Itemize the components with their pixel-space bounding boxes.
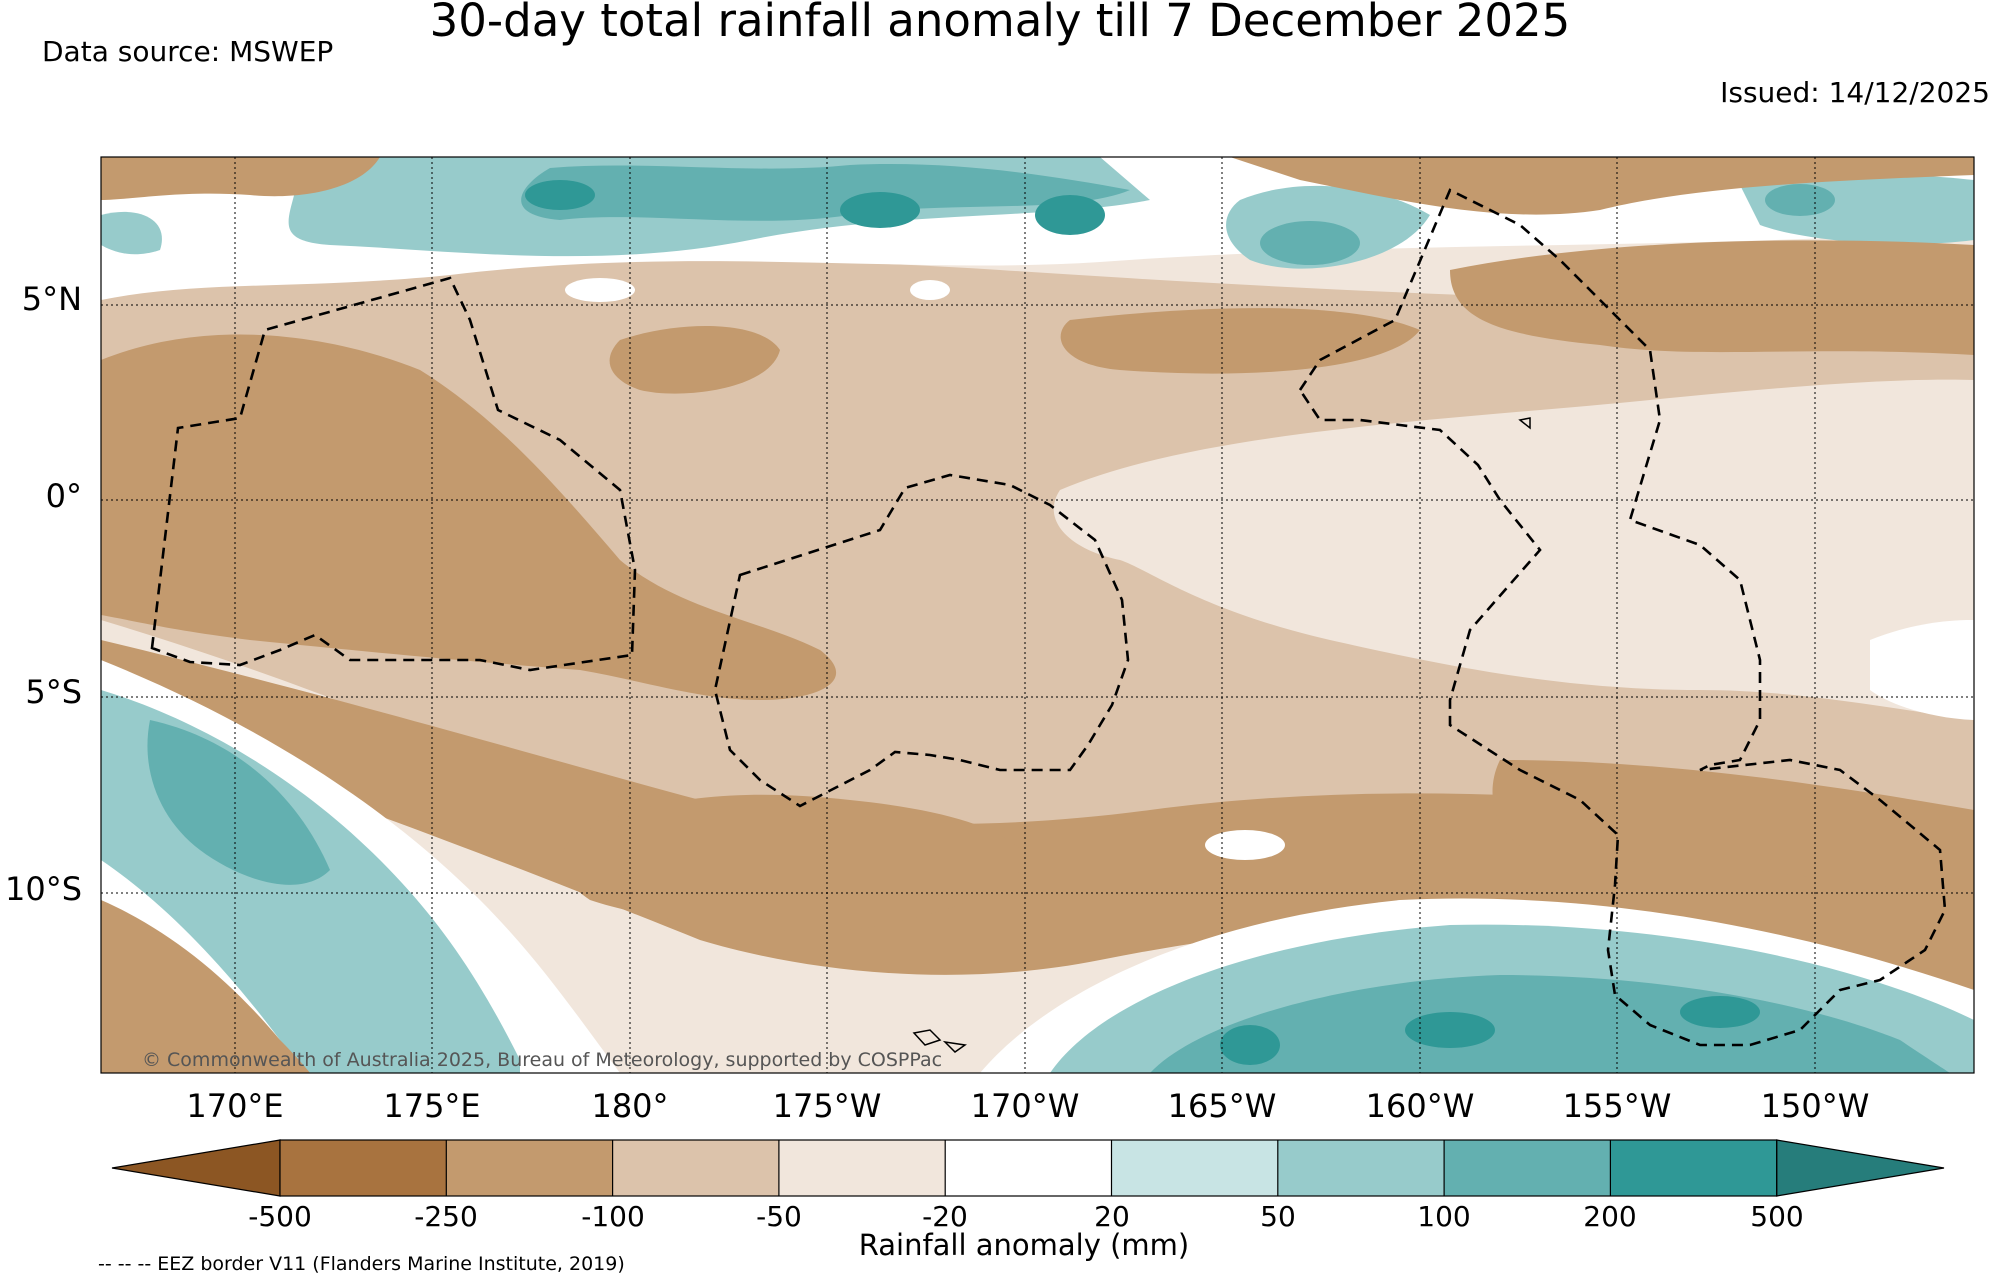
colorbar-segment-5 [945, 1140, 1112, 1196]
eez-border-line-islands [1298, 188, 1947, 1047]
lon-label-170w: 170°W [970, 1087, 1080, 1125]
colorbar-label: -250 [414, 1200, 478, 1233]
southeast-teal-peak-1 [1220, 1025, 1280, 1065]
southwest-teal-core [147, 720, 330, 885]
west-brown-area [101, 334, 837, 700]
lon-label-155w: 155°W [1562, 1087, 1672, 1125]
colorbar-segment-1 [280, 1140, 447, 1196]
white-speck-3 [910, 280, 950, 300]
south-east-brown [1492, 760, 1974, 900]
map-frame [100, 156, 1975, 1074]
lon-label-175e: 175°E [383, 1087, 481, 1125]
north-teal-ne-core [1765, 184, 1835, 216]
lat-label-0: 0° [45, 477, 82, 515]
north-teal-peak-2 [1035, 195, 1105, 235]
central-white-east [1870, 620, 1974, 720]
lon-label-165w: 165°W [1167, 1087, 1277, 1125]
colorbar-segment-9 [1610, 1140, 1777, 1196]
central-light-area [1053, 379, 1974, 720]
copyright-note: © Commonwealth of Australia 2025, Bureau… [142, 1049, 943, 1071]
colorbar-label: 20 [1094, 1200, 1130, 1233]
eez-note: -- -- -- EEZ border V11 (Flanders Marine… [98, 1253, 625, 1275]
eez-border-tuvalu-tokelau [713, 473, 1130, 808]
southwest-brown [101, 900, 310, 1073]
colorbar [111, 1139, 1945, 1197]
island-1 [912, 1029, 942, 1046]
south-central-brown [561, 794, 1030, 931]
colorbar-title: Rainfall anomaly (mm) [858, 1228, 1190, 1262]
colorbar-label: -500 [248, 1200, 312, 1233]
gridlines [101, 157, 1974, 1073]
lon-label-150w: 150°W [1760, 1087, 1870, 1125]
colorbar-label: -20 [922, 1200, 968, 1233]
colorbar-label: -100 [581, 1200, 645, 1233]
lat-label-5s: 5°S [25, 673, 82, 711]
colorbar-segment-6 [1111, 1140, 1278, 1196]
lat-label-10s: 10°S [4, 870, 82, 908]
map-title: 30-day total rainfall anomaly till 7 Dec… [429, 0, 1571, 47]
southeast-teal-core [1150, 975, 1950, 1073]
colorbar-label: 500 [1750, 1200, 1804, 1233]
north-teal-east-core [1260, 221, 1360, 265]
lon-label-160w: 160°W [1365, 1087, 1475, 1125]
colorbar-segment-4 [778, 1140, 946, 1196]
lon-label-180: 180° [591, 1087, 669, 1125]
north-teal-nw [101, 211, 162, 255]
north-brown-east [1060, 308, 1420, 374]
white-speck-2 [565, 278, 635, 302]
lon-label-170e: 170°E [186, 1087, 284, 1125]
lon-label-175w: 175°W [772, 1087, 882, 1125]
colorbar-segment-3 [612, 1140, 779, 1196]
colorbar-segment-7 [1277, 1140, 1445, 1196]
white-speck-1 [1205, 830, 1285, 860]
north-brown-far-east [1450, 240, 1974, 355]
colorbar-segment-8 [1444, 1140, 1611, 1196]
island-3 [1518, 417, 1531, 430]
north-brown-nw [101, 157, 380, 200]
colorbar-label: 100 [1417, 1200, 1471, 1233]
north-teal-peak-3 [525, 180, 595, 210]
colorbar-label: 200 [1583, 1200, 1637, 1233]
north-teal-peak-1 [840, 192, 920, 228]
southeast-teal-peak-3 [1405, 1012, 1495, 1048]
data-source: Data source: MSWEP [42, 35, 334, 68]
colorbar-label: -50 [756, 1200, 802, 1233]
north-brown-top [1230, 157, 1974, 215]
colorbar-extend-high [1776, 1139, 1945, 1197]
colorbar-label: 50 [1260, 1200, 1296, 1233]
issued-date: Issued: 14/12/2025 [1720, 76, 1990, 109]
eez-borders [150, 188, 1947, 1047]
colorbar-segment-2 [446, 1140, 613, 1196]
eez-border-kiribati-gilbert [150, 276, 637, 672]
island-2 [942, 1040, 967, 1053]
southeast-teal-peak-2 [1680, 996, 1760, 1028]
rainfall-map [101, 157, 1974, 1073]
north-teal-core [521, 164, 1130, 221]
colorbar-extend-low [111, 1139, 281, 1197]
lat-label-5n: 5°N [21, 280, 82, 318]
north-brown-mid [609, 326, 780, 394]
